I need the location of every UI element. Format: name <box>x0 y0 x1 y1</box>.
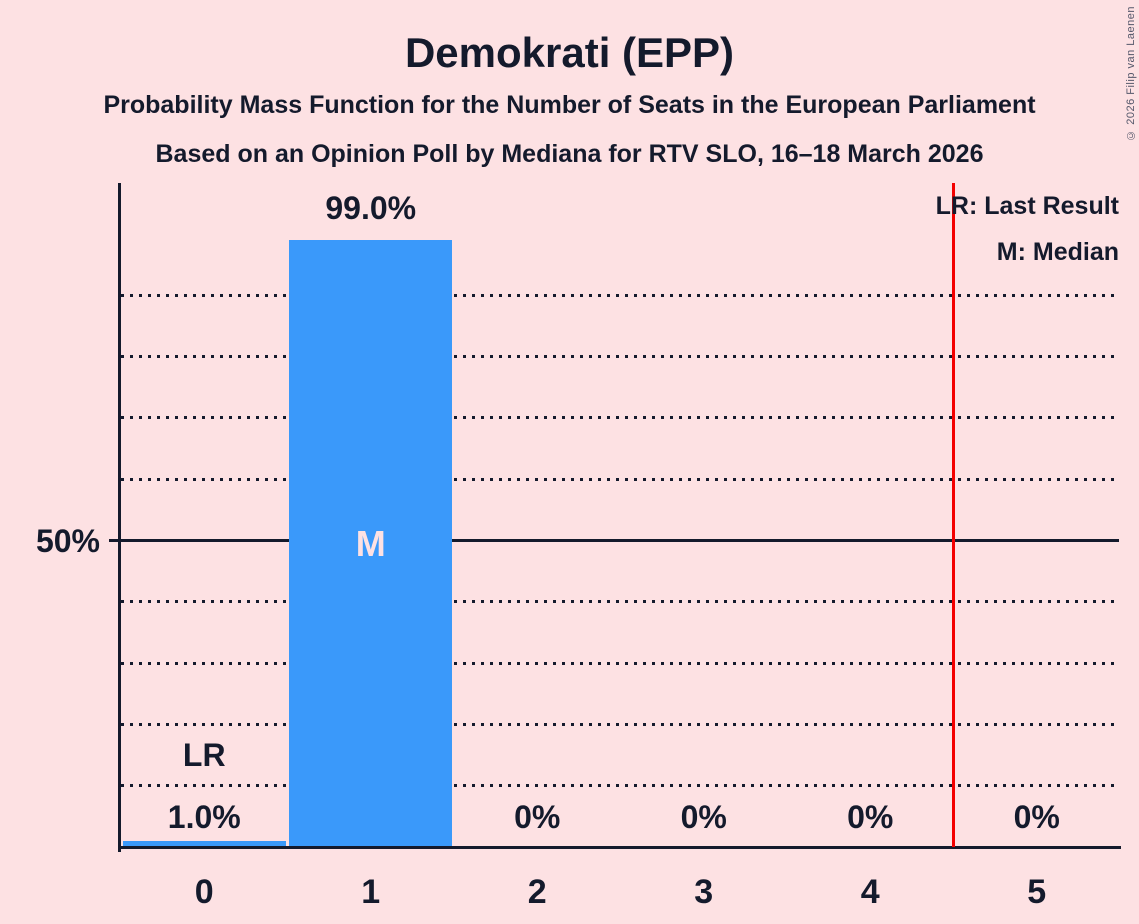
gridline <box>121 293 1119 297</box>
gridline <box>121 661 1119 665</box>
bar <box>289 240 453 847</box>
gridline <box>121 416 1119 420</box>
legend-item-median: M: Median <box>996 238 1119 266</box>
y-axis-line <box>118 183 121 852</box>
gridline <box>121 477 1119 481</box>
bar-value-label: 0% <box>847 799 894 835</box>
gridline <box>121 600 1119 604</box>
x-tick-label: 0 <box>194 873 214 911</box>
x-tick-label: 3 <box>694 873 714 911</box>
copyright-text: © 2026 Filip van Laenen <box>1125 6 1137 141</box>
chart-subtitle-line1: Probability Mass Function for the Number… <box>103 91 1036 119</box>
gridline <box>121 722 1119 726</box>
gridline <box>121 355 1119 359</box>
x-tick-label: 5 <box>1027 873 1047 911</box>
plot-area: 50% 1.0% LR 0 99.0% M 1 0% 2 0% 3 0% 4 0% 5 <box>36 183 1121 911</box>
bar-value-label: 0% <box>514 799 561 835</box>
bar-value-label: 1.0% <box>167 799 241 835</box>
x-tick-label: 1 <box>361 873 381 911</box>
x-tick-label: 4 <box>860 873 880 911</box>
last-result-line <box>952 183 955 847</box>
legend: LR: Last Result M: Median <box>936 183 1119 275</box>
chart-title: Demokrati (EPP) <box>404 29 735 76</box>
last-result-marker: LR <box>182 737 226 773</box>
gridline-solid-50 <box>109 539 1119 542</box>
bar-value-label: 0% <box>680 799 727 835</box>
bar-value-label: 99.0% <box>325 190 417 227</box>
y-tick-label: 50% <box>35 522 100 559</box>
legend-item-last-result: LR: Last Result <box>935 192 1119 220</box>
median-marker: M <box>355 522 386 564</box>
x-axis-line <box>118 846 1121 849</box>
gridline <box>121 784 1119 788</box>
chart-subtitle-line2: Based on an Opinion Poll by Mediana for … <box>155 140 984 168</box>
x-tick-label: 2 <box>527 873 547 911</box>
bar-value-label: 0% <box>1013 799 1060 835</box>
bar <box>122 840 286 847</box>
